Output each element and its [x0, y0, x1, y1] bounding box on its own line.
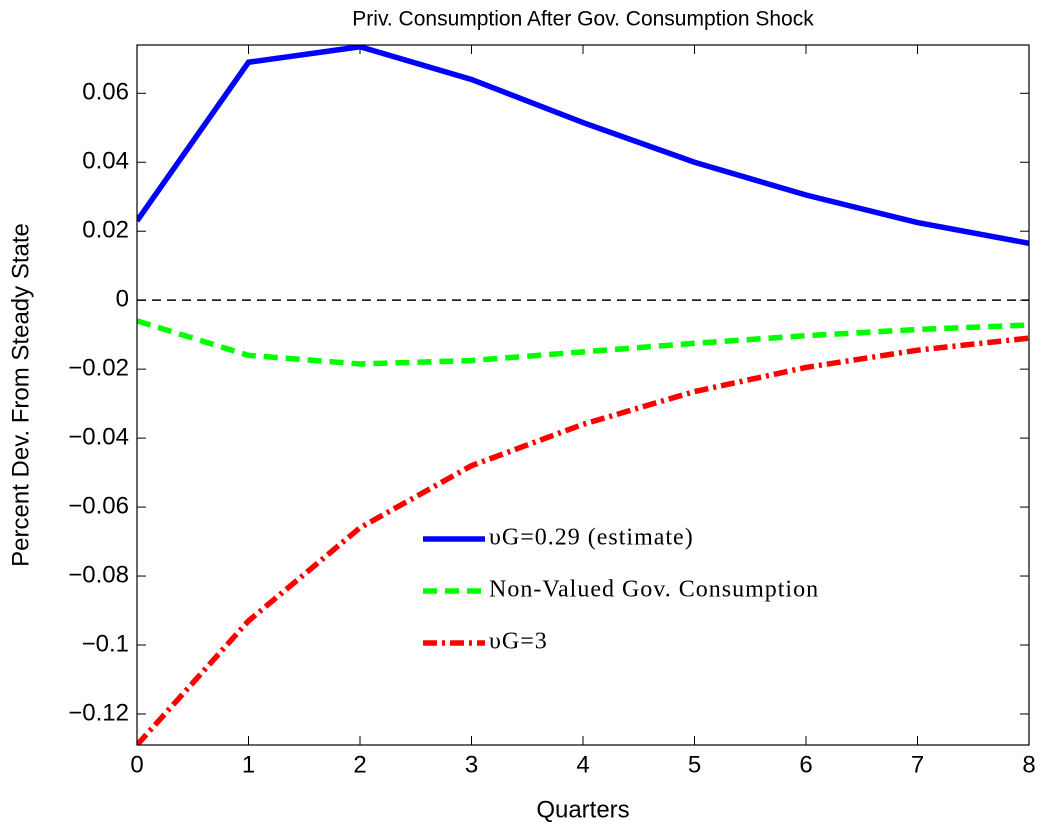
y-tick-label: −0.06 — [68, 492, 129, 519]
y-tick-label: 0.04 — [82, 148, 129, 175]
plot-frame — [136, 44, 1030, 746]
x-tick-label: 2 — [353, 751, 366, 778]
series-line — [137, 335, 1029, 745]
x-tick-label: 7 — [911, 751, 924, 778]
legend-label: Non-Valued Gov. Consumption — [489, 577, 819, 603]
y-tick-label: 0.02 — [82, 217, 129, 244]
y-tick-label: 0.06 — [82, 79, 129, 106]
x-tick-label: 3 — [465, 751, 478, 778]
y-tick-label: −0.08 — [68, 561, 129, 588]
y-tick-label: −0.02 — [68, 354, 129, 381]
chart-title: Priv. Consumption After Gov. Consumption… — [352, 8, 814, 31]
x-tick-label: 0 — [130, 751, 143, 778]
y-tick-label: −0.12 — [68, 699, 129, 726]
x-tick-label: 1 — [242, 751, 255, 778]
x-tick-label: 6 — [799, 751, 812, 778]
x-tick-label: 5 — [688, 751, 701, 778]
series-line — [137, 318, 1029, 367]
y-axis-label: Percent Dev. From Steady State — [7, 223, 34, 567]
x-tick-label: 4 — [576, 751, 589, 778]
y-tick-label: 0 — [116, 286, 129, 313]
legend-label: υG=0.29 (estimate) — [489, 525, 694, 551]
y-tick-label: −0.1 — [82, 630, 129, 657]
y-tick-label: −0.04 — [68, 423, 129, 450]
legend-label: υG=3 — [489, 629, 548, 655]
series-line — [137, 45, 1029, 246]
x-axis-label: Quarters — [536, 796, 629, 823]
x-tick-label: 8 — [1022, 751, 1035, 778]
